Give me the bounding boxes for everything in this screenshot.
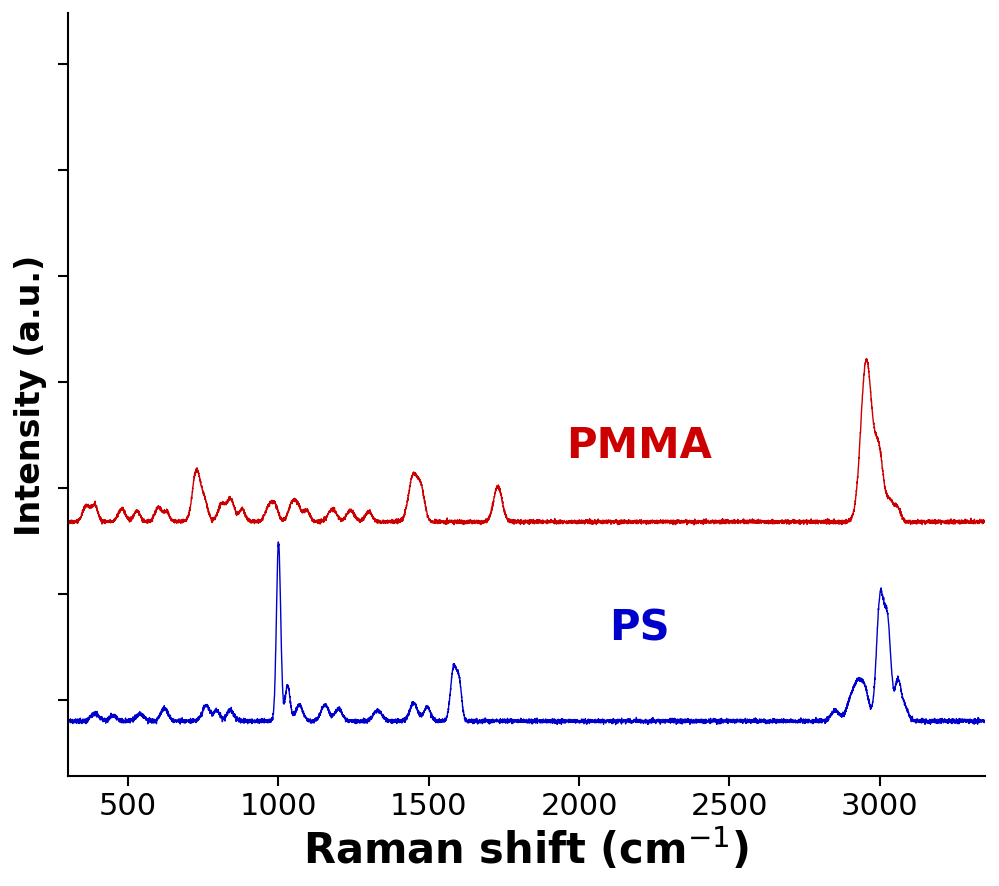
Y-axis label: Intensity (a.u.): Intensity (a.u.) [14,254,47,535]
X-axis label: Raman shift (cm$^{-1}$): Raman shift (cm$^{-1}$) [304,826,749,872]
Text: PS: PS [609,607,669,649]
Text: PMMA: PMMA [566,425,712,467]
